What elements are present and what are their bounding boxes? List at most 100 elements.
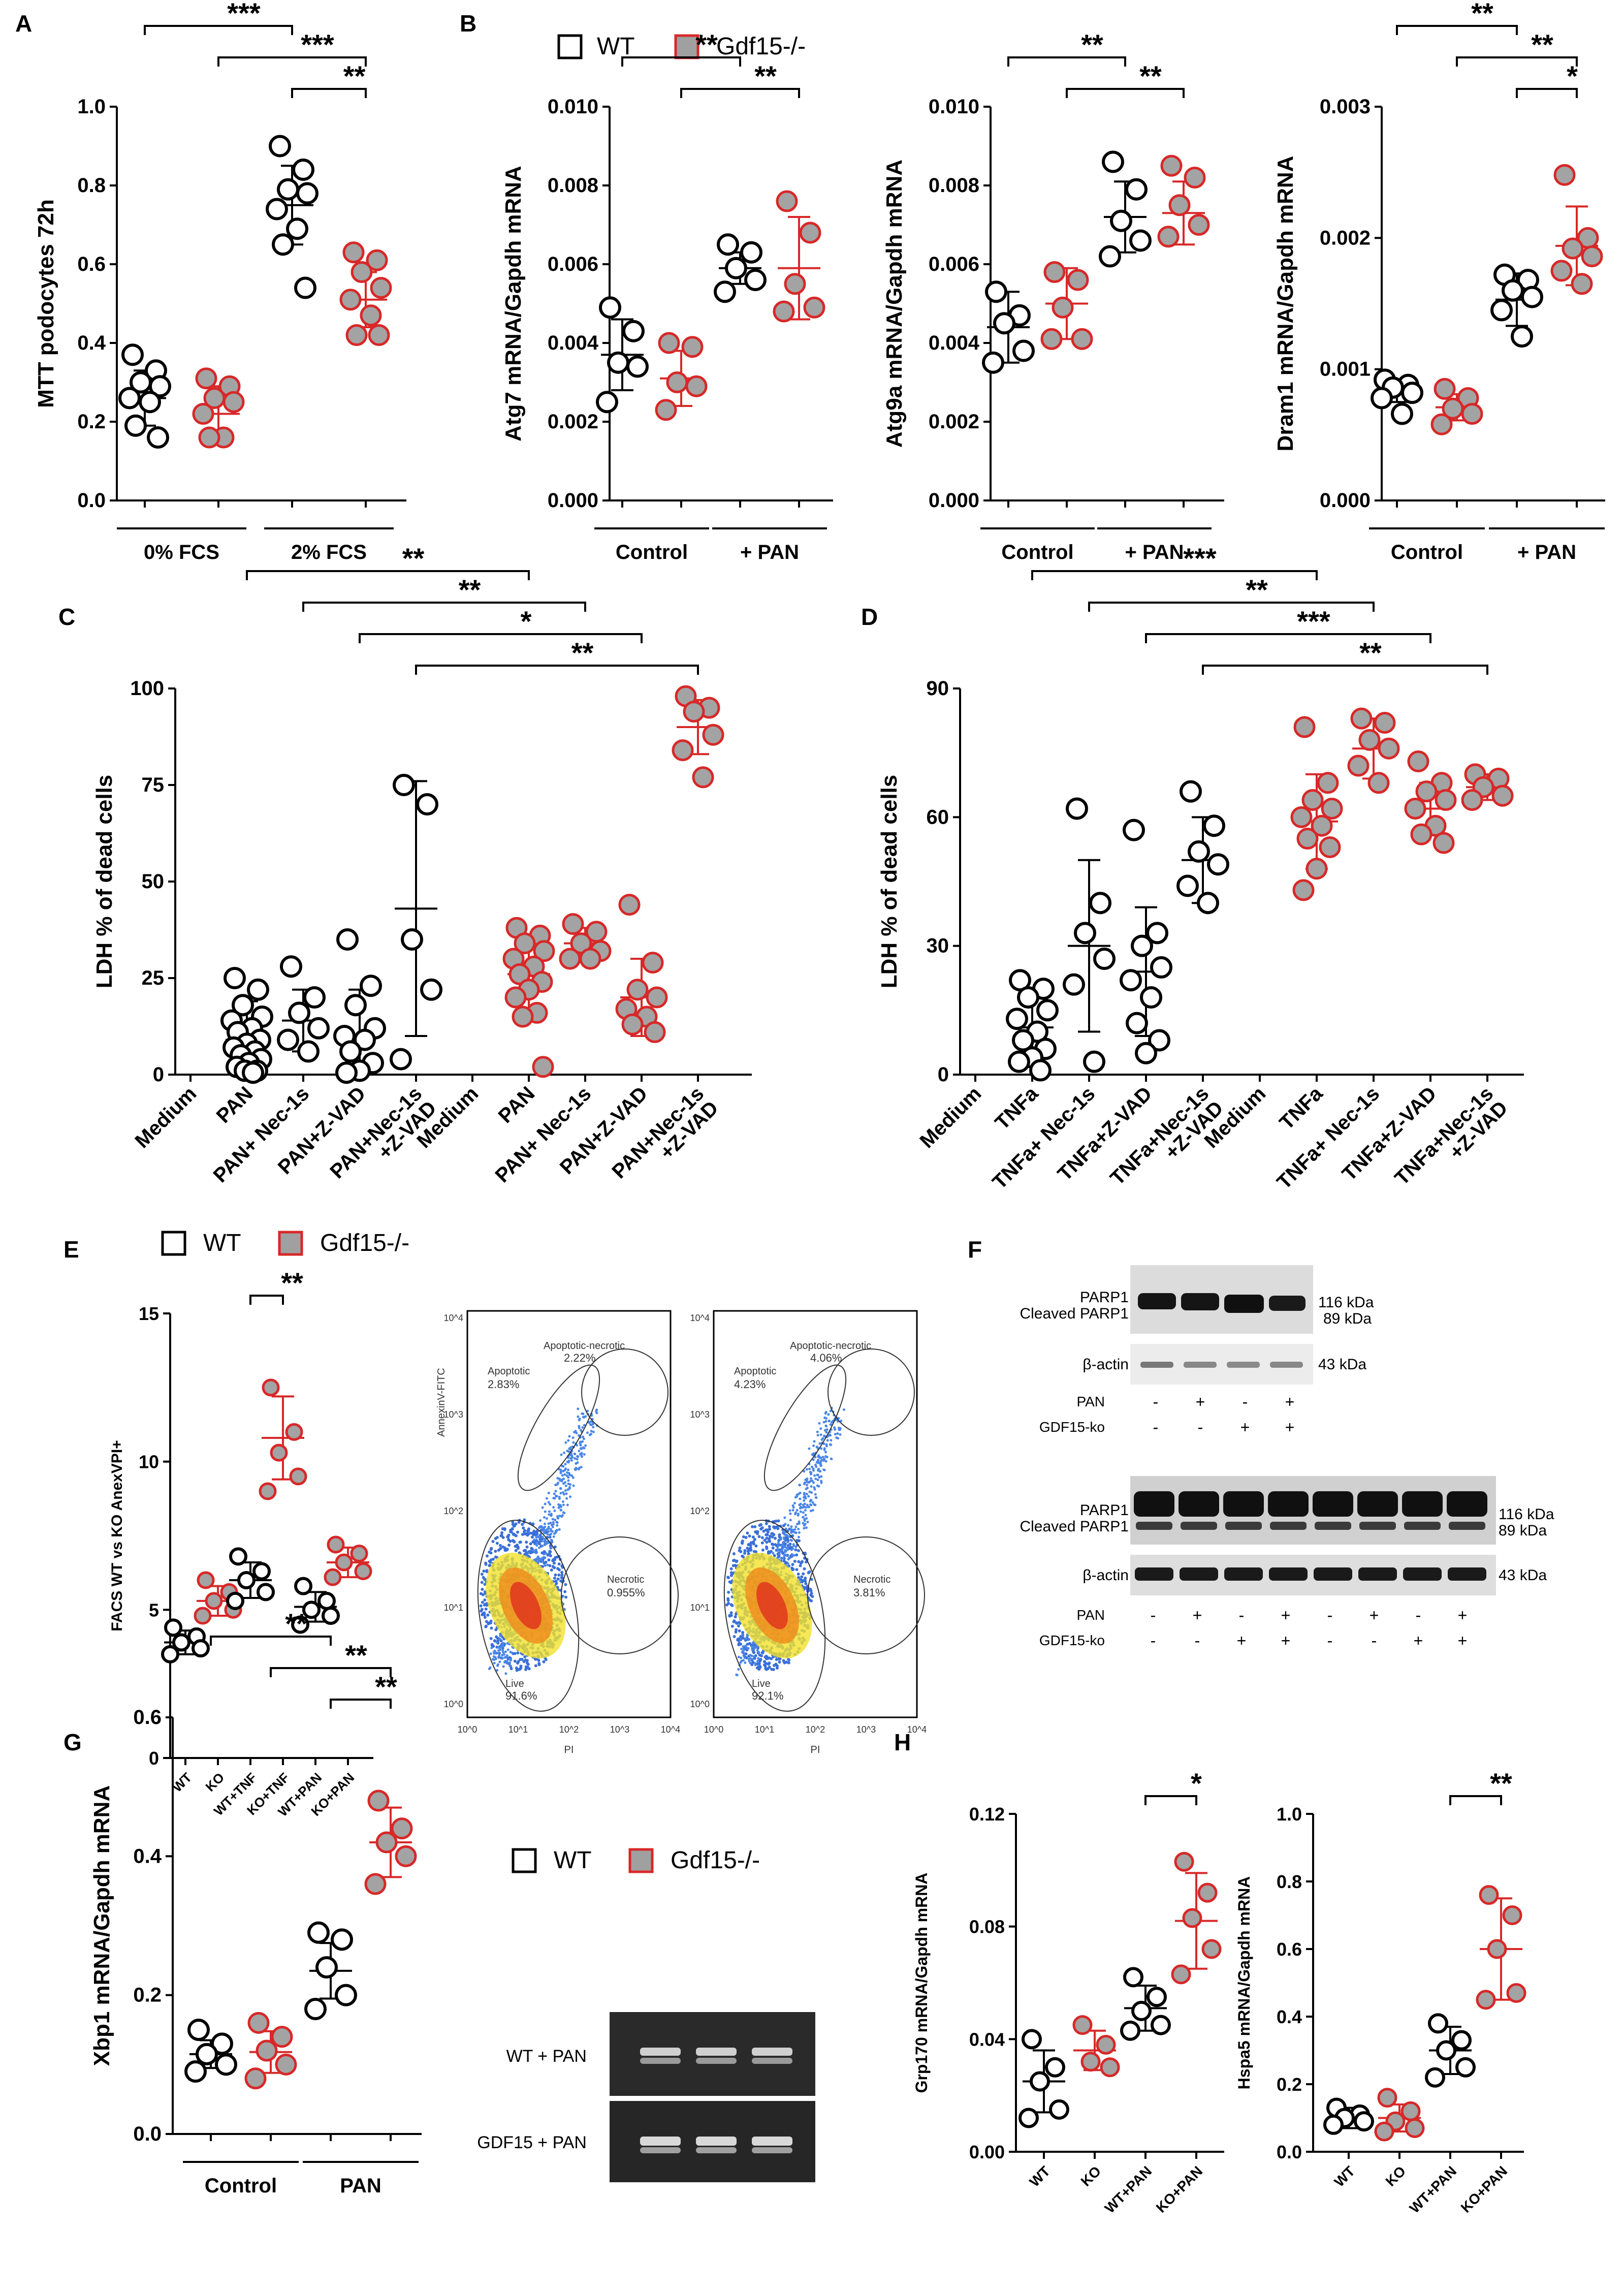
facs-event	[774, 1536, 777, 1540]
facs-event	[565, 1492, 568, 1495]
facs-event	[545, 1552, 548, 1555]
facs-event	[755, 1530, 758, 1533]
facs-event	[485, 1570, 489, 1574]
data-point	[1040, 328, 1063, 350]
facs-event	[484, 1625, 488, 1628]
facs-event	[501, 1654, 504, 1657]
facs-event	[544, 1502, 547, 1505]
facs-event	[743, 1648, 746, 1651]
category-label: KO	[202, 1770, 227, 1795]
facs-event	[733, 1635, 736, 1639]
facs-event	[781, 1548, 784, 1551]
data-point	[247, 2012, 270, 2034]
facs-event	[495, 1542, 499, 1545]
data-point	[1150, 956, 1172, 979]
category-label: KO+PAN	[1458, 2163, 1511, 2216]
facs-event	[811, 1479, 814, 1482]
facs-event	[773, 1525, 776, 1529]
group-label: Control	[1391, 541, 1463, 563]
facs-event	[804, 1582, 808, 1585]
facs-event	[830, 1439, 833, 1442]
facs-event	[803, 1499, 806, 1502]
data-point	[335, 1984, 357, 2006]
gel-band	[696, 2048, 737, 2056]
facs-event	[554, 1531, 557, 1534]
data-point	[1131, 934, 1153, 957]
blot-pan-sign: +	[1196, 1393, 1205, 1411]
facs-event	[575, 1467, 578, 1470]
data-point	[339, 1040, 362, 1063]
facs-event	[749, 1546, 752, 1550]
blot-ko-sign: +	[1237, 1631, 1247, 1650]
blot-actin-label: β-actin	[1082, 1356, 1129, 1373]
data-point	[1571, 273, 1593, 295]
facs-event	[557, 1562, 561, 1566]
y-axis-label: Atg9a mRNA/Gapdh mRNA	[882, 160, 907, 448]
facs-event	[778, 1660, 781, 1664]
facs-event	[556, 1477, 559, 1480]
data-point	[692, 766, 714, 789]
facs-event	[567, 1471, 570, 1474]
data-point	[291, 1615, 309, 1634]
facs-event	[733, 1558, 736, 1562]
facs-event	[543, 1531, 546, 1534]
blot-ko-sign: +	[1458, 1631, 1468, 1650]
blot-ko-sign: -	[1372, 1631, 1377, 1650]
data-point	[1502, 279, 1524, 302]
data-point	[1203, 814, 1225, 837]
category-label-line: TNFa	[1276, 1082, 1327, 1134]
data-point	[982, 351, 1004, 374]
facs-event	[805, 1492, 808, 1495]
data-point	[344, 994, 367, 1017]
facs-event	[737, 1668, 740, 1671]
category-label-line: WT	[1331, 2163, 1358, 2190]
facs-event	[751, 1535, 755, 1539]
facs-event	[483, 1583, 487, 1586]
facs-event	[525, 1545, 529, 1549]
significance-stars: ***	[301, 28, 334, 60]
data-point	[395, 1845, 417, 1867]
significance-bracket	[291, 88, 367, 98]
facs-event	[741, 1539, 744, 1543]
y-tick-label: 0.2	[1277, 2074, 1302, 2095]
facs-event	[584, 1415, 587, 1418]
data-point	[307, 1017, 330, 1040]
significance-stars: **	[1139, 60, 1162, 92]
significance-stars: **	[695, 28, 718, 60]
facs-event	[799, 1564, 802, 1567]
facs-event	[747, 1647, 750, 1650]
data-point	[1029, 1059, 1052, 1082]
facs-event	[743, 1549, 747, 1552]
facs-event	[818, 1442, 821, 1445]
facs-event	[580, 1429, 583, 1432]
facs-event	[562, 1493, 565, 1496]
data-point	[642, 952, 664, 974]
category-label: PAN	[212, 1082, 258, 1127]
data-point	[121, 343, 144, 366]
facs-y-tick: 10^1	[690, 1603, 710, 1613]
blot-kda116: 116 kDa	[1318, 1294, 1374, 1311]
panel-letter-h: H	[894, 1729, 911, 1755]
blot-pan-row-label: PAN	[1077, 1394, 1105, 1409]
facs-event	[823, 1468, 826, 1471]
facs-event	[744, 1652, 748, 1655]
facs-event	[754, 1663, 757, 1667]
blot-pan-sign: -	[1151, 1606, 1156, 1624]
facs-event	[577, 1468, 580, 1471]
blot-pan-sign: +	[1458, 1606, 1468, 1624]
data-point	[351, 261, 373, 283]
data-point	[198, 426, 220, 449]
legend-wt-swatch	[512, 1848, 537, 1873]
y-axis-label: MTT podocytes 72h	[34, 199, 58, 408]
facs-event	[534, 1551, 537, 1554]
blot-band	[1447, 1491, 1487, 1517]
data-point	[390, 1048, 412, 1071]
facs-event	[816, 1484, 819, 1487]
data-point	[391, 1817, 413, 1840]
facs-event	[481, 1600, 484, 1604]
data-point	[1129, 229, 1152, 252]
data-point	[1036, 999, 1059, 1022]
data-point	[266, 198, 288, 221]
legend-wt-label: WT	[597, 33, 635, 60]
significance-bracket	[1007, 56, 1126, 67]
